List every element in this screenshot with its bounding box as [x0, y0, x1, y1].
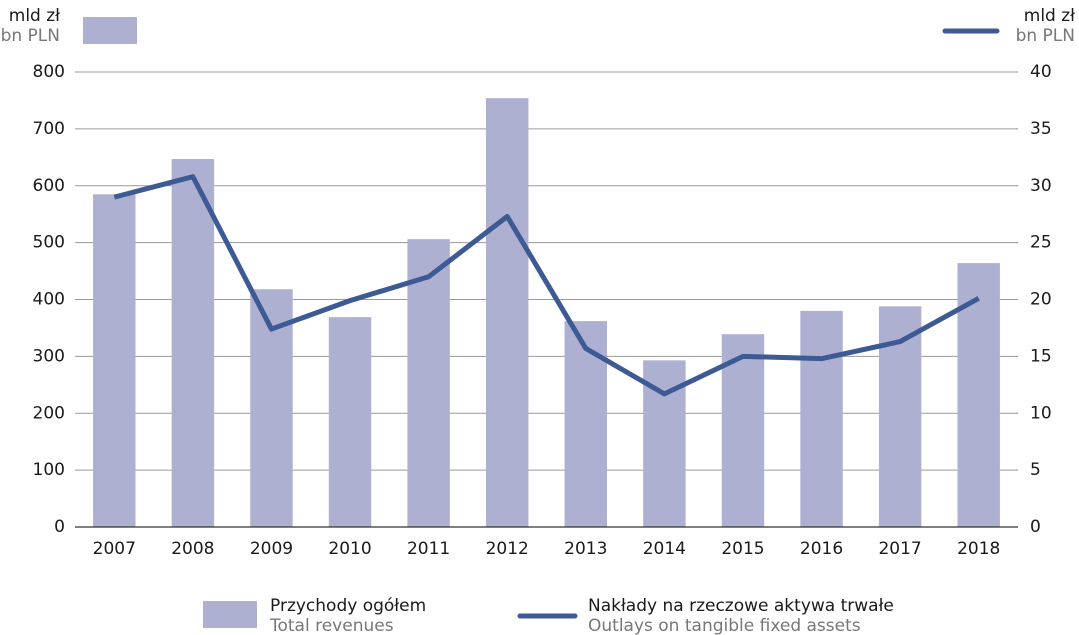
legend-swatch: [83, 17, 137, 44]
bar: [957, 263, 1000, 527]
x-tick-label: 2007: [93, 539, 136, 559]
y2-axis-unit-en: bn PLN: [1016, 26, 1075, 46]
y2-tick-label: 30: [1030, 176, 1052, 196]
y2-tick-label: 10: [1030, 403, 1052, 423]
legend-label-en: Total revenues: [269, 616, 394, 635]
legend-swatch: [203, 601, 257, 628]
y-tick-label: 0: [54, 517, 65, 537]
y-tick-label: 200: [33, 403, 65, 423]
y2-tick-label: 35: [1030, 119, 1052, 139]
x-tick-label: 2012: [486, 539, 529, 559]
bar: [407, 239, 450, 527]
bar: [485, 98, 529, 527]
x-tick-label: 2010: [328, 539, 371, 559]
y-tick-label: 300: [33, 346, 65, 366]
x-tick-label: 2011: [407, 539, 450, 559]
y2-tick-label: 40: [1030, 62, 1052, 82]
line: [113, 174, 980, 397]
bar: [800, 310, 843, 527]
y2-tick-label: 0: [1030, 517, 1041, 537]
bar: [721, 334, 765, 527]
y-tick-label: 700: [33, 119, 65, 139]
legend-label: Nakłady na rzeczowe aktywa trwałe: [588, 596, 894, 616]
y-tick-label: 400: [33, 290, 65, 310]
grid: [75, 71, 1018, 528]
x-tick-label: 2016: [800, 539, 843, 559]
legend-label-en: Outlays on tangible fixed assets: [588, 616, 861, 635]
y2-tick-label: 15: [1030, 346, 1052, 366]
bar: [93, 194, 136, 527]
y2-tick-label: 20: [1030, 290, 1052, 310]
y2-tick-label: 5: [1030, 460, 1041, 480]
x-tick-label: 2008: [171, 539, 214, 559]
bar: [328, 317, 372, 527]
y2-axis-unit: mld zł: [1024, 6, 1075, 26]
y-axis-unit-en: bn PLN: [1, 26, 60, 46]
x-tick-label: 2014: [643, 539, 686, 559]
y-axis-unit: mld zł: [9, 6, 60, 26]
y-tick-label: 800: [33, 62, 65, 82]
y-tick-label: 100: [33, 460, 65, 480]
x-tick-label: 2017: [878, 539, 921, 559]
x-tick-label: 2013: [564, 539, 607, 559]
bar: [564, 321, 608, 527]
legend-label: Przychody ogółem: [270, 596, 426, 616]
y-tick-label: 600: [33, 176, 65, 196]
x-tick-label: 2015: [721, 539, 764, 559]
bar: [171, 159, 215, 528]
y2-tick-label: 25: [1030, 233, 1052, 253]
x-tick-label: 2009: [250, 539, 293, 559]
x-tick-label: 2018: [957, 539, 1000, 559]
y-tick-label: 500: [33, 233, 65, 253]
